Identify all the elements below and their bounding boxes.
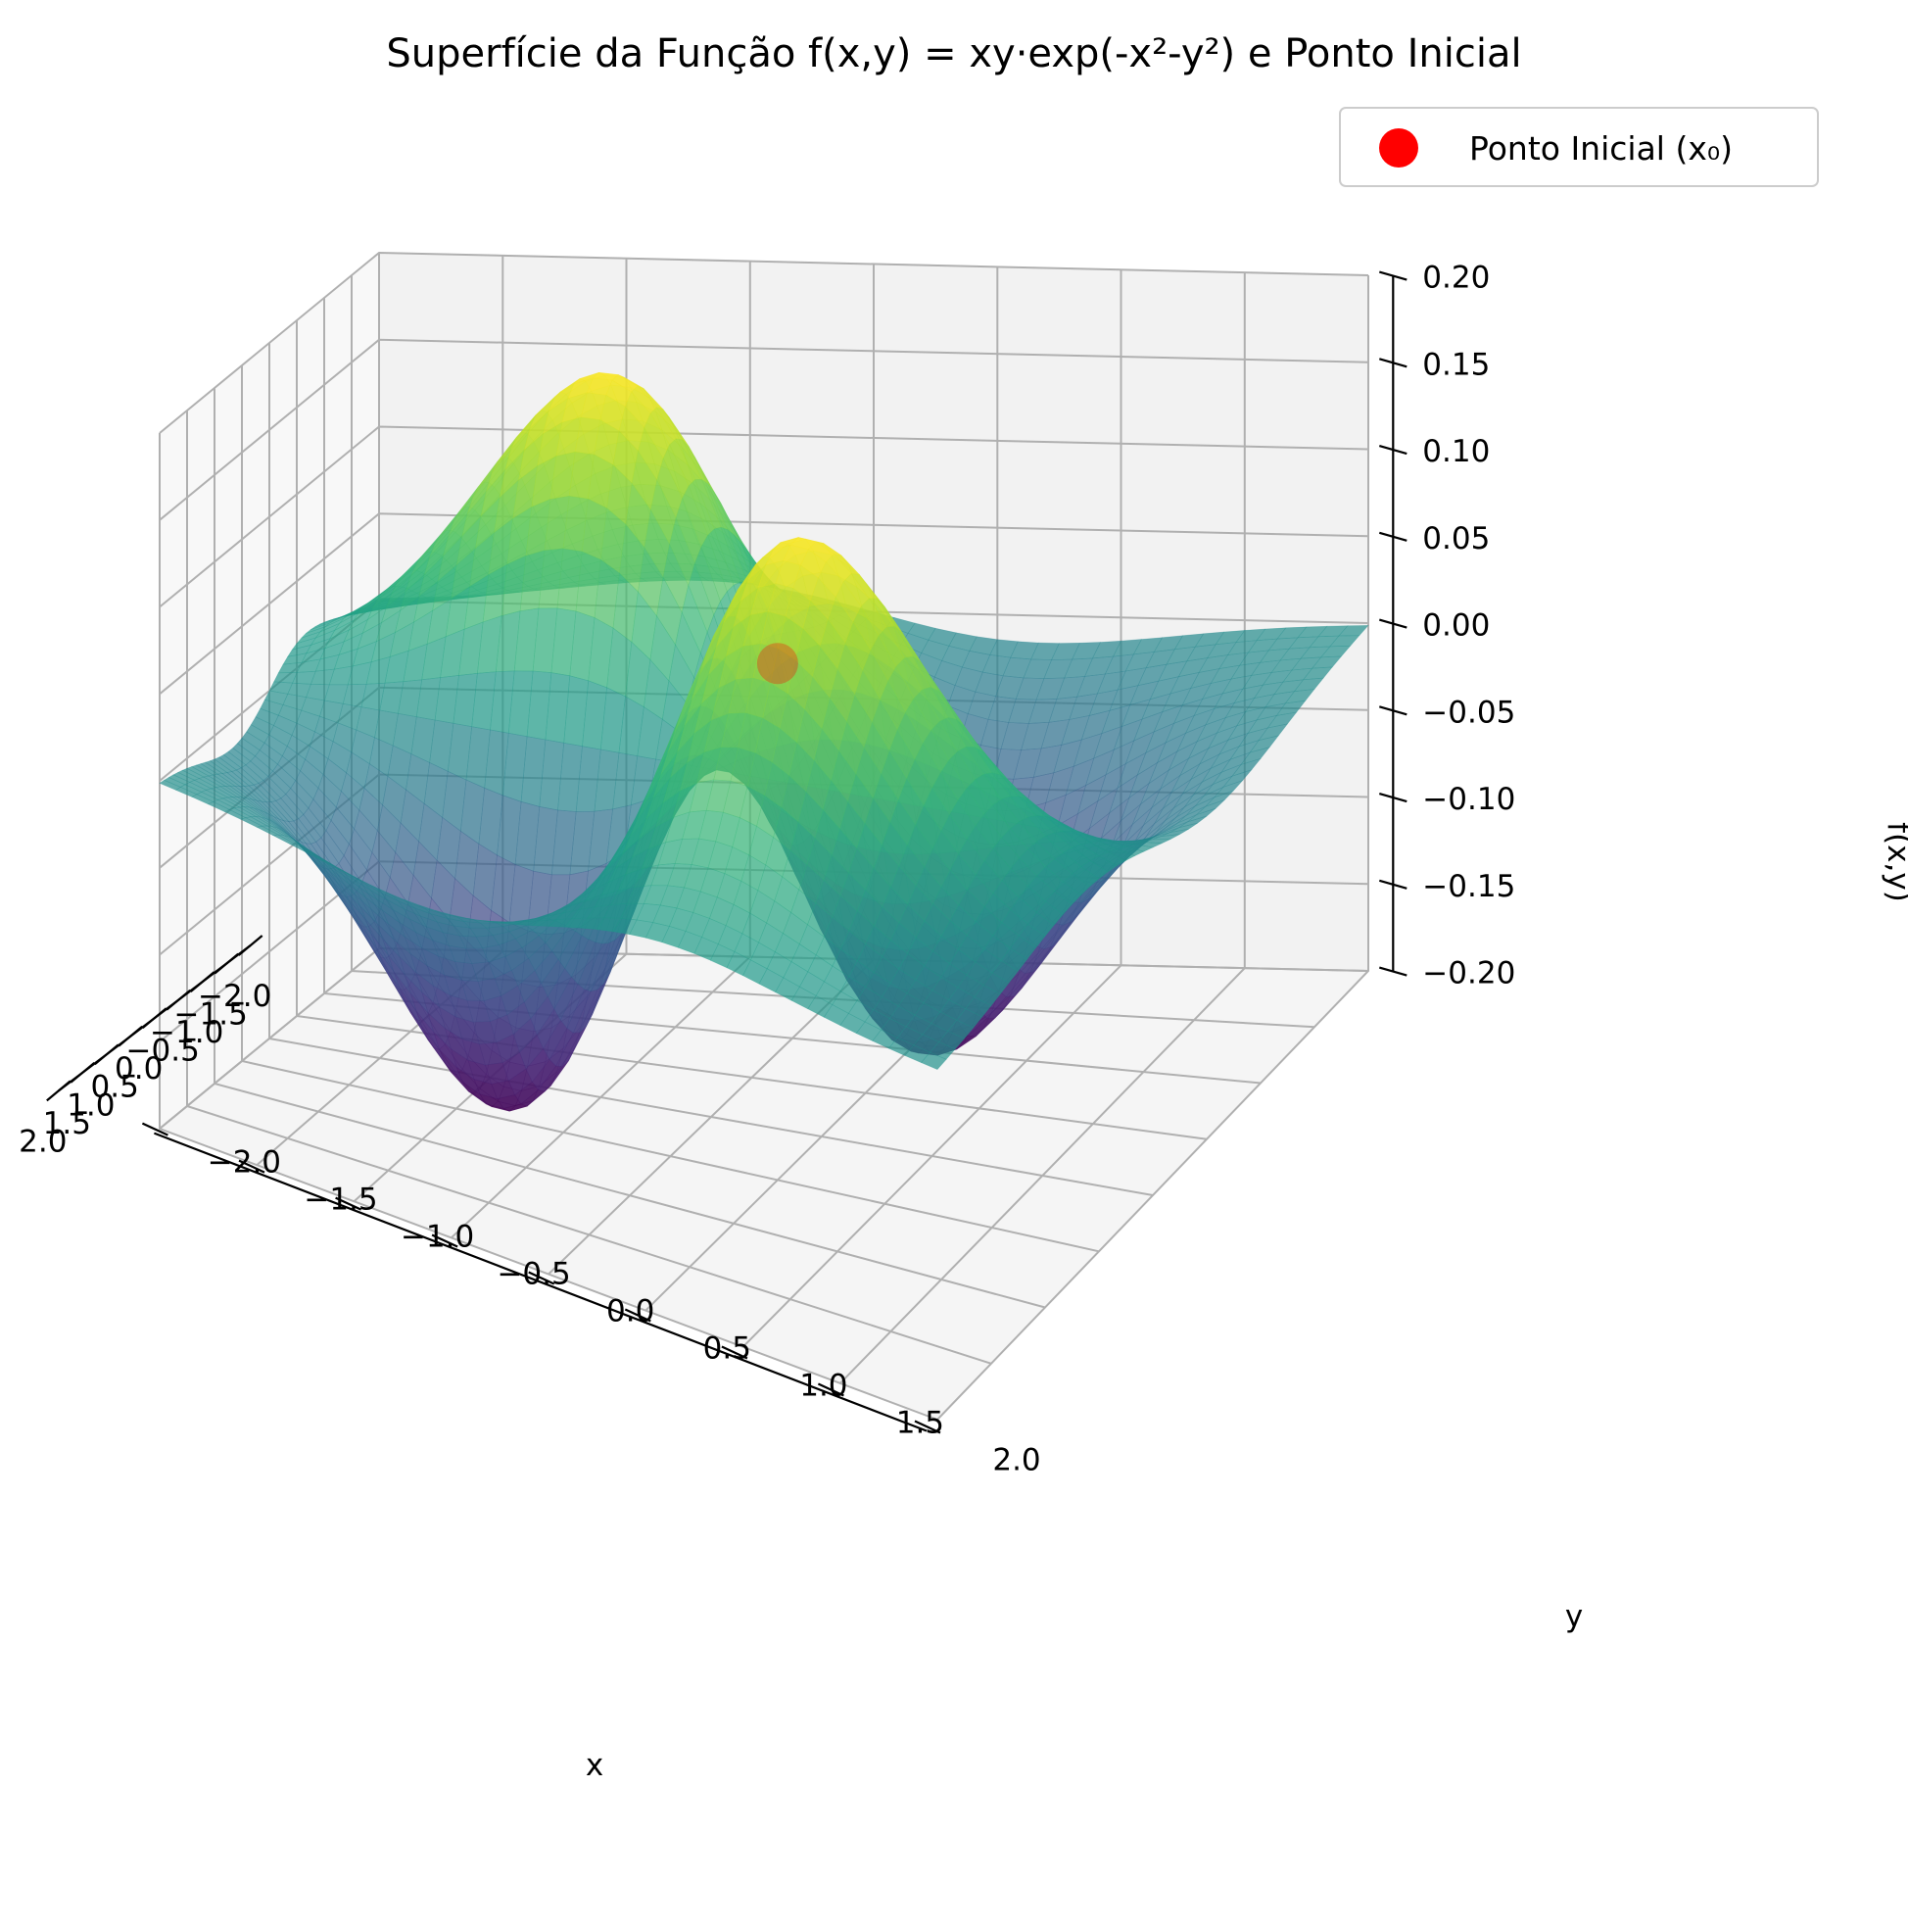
z-tick-mark — [1378, 966, 1407, 977]
x-tick-mark — [189, 971, 215, 992]
surface-facet — [921, 1051, 947, 1070]
x-tick-mark — [141, 1007, 167, 1030]
x-tick-label: −0.5 — [126, 1034, 200, 1069]
axis-lines — [46, 270, 1407, 1434]
chart-title: Superfície da Função f(x,y) = xy·exp(-x²… — [386, 31, 1521, 76]
surface-mesh — [159, 371, 1369, 1112]
y-tick-mark — [238, 1159, 265, 1174]
x-tick-mark — [94, 1043, 119, 1066]
legend-box — [1339, 107, 1819, 187]
x-tick-mark — [46, 1080, 72, 1102]
z-tick-mark — [1378, 793, 1407, 803]
y-tick-label: −0.5 — [497, 1257, 570, 1292]
y-tick-mark — [721, 1345, 748, 1360]
z-tick-label: −0.05 — [1422, 695, 1515, 730]
scatter-points — [756, 643, 798, 685]
z-tick-label: 0.15 — [1422, 347, 1490, 382]
z-tick-label: −0.15 — [1422, 869, 1515, 904]
z-tick-label: 0.10 — [1422, 434, 1490, 469]
initial-point-marker — [756, 643, 798, 685]
y-tick-label: −1.5 — [304, 1183, 377, 1218]
legend: Ponto Inicial (x₀) — [1339, 107, 1819, 187]
tick-labels: −2.0−1.5−1.0−0.50.00.51.01.52.0−2.0−1.5−… — [19, 261, 1515, 1478]
grid-line-z — [159, 251, 1369, 434]
y-tick-mark — [141, 1122, 168, 1136]
z-tick-mark — [1378, 705, 1407, 716]
y-tick-mark — [914, 1420, 941, 1434]
z-axis-label: f(x,y) — [1881, 822, 1908, 902]
z-tick-label: 0.05 — [1422, 521, 1490, 556]
z-tick-mark — [1378, 531, 1407, 542]
z-tick-mark — [1378, 879, 1407, 890]
grid-line-z — [159, 338, 1369, 521]
y-tick-label: 0.5 — [703, 1331, 751, 1367]
y-tick-label: −2.0 — [208, 1145, 281, 1181]
z-tick-mark — [1378, 445, 1407, 456]
x-tick-label: 2.0 — [19, 1124, 67, 1159]
x-tick-label: −1.0 — [150, 1015, 223, 1050]
y-tick-mark — [624, 1308, 651, 1323]
x-tick-label: −2.0 — [198, 979, 271, 1014]
y-tick-label: −1.0 — [401, 1220, 474, 1255]
x-tick-mark — [166, 989, 191, 1011]
x-tick-mark — [118, 1025, 143, 1047]
x-tick-label: −1.5 — [174, 997, 248, 1033]
x-axis-label: x — [586, 1748, 603, 1783]
y-tick-label: 1.5 — [896, 1406, 944, 1441]
x-tick-mark — [70, 1061, 96, 1084]
x-tick-mark — [237, 935, 263, 956]
z-tick-mark — [1378, 618, 1407, 629]
x-tick-label: 0.0 — [115, 1051, 163, 1087]
x-tick-label: 0.5 — [91, 1070, 139, 1105]
y-tick-mark — [528, 1271, 555, 1285]
x-tick-label: 1.5 — [43, 1106, 91, 1141]
z-tick-label: 0.00 — [1422, 608, 1490, 644]
z-tick-label: −0.10 — [1422, 782, 1515, 817]
grid-line-z — [159, 425, 1369, 608]
x-tick-label: 1.0 — [67, 1087, 115, 1123]
x-tick-mark — [214, 952, 239, 975]
z-tick-label: −0.20 — [1422, 956, 1515, 991]
y-tick-mark — [817, 1382, 844, 1397]
y-axis-line — [154, 1132, 928, 1432]
y-tick-mark — [431, 1233, 458, 1248]
legend-marker — [1379, 128, 1418, 168]
z-tick-mark — [1378, 358, 1407, 368]
y-tick-mark — [335, 1196, 362, 1211]
y-tick-label: 0.0 — [606, 1294, 654, 1329]
z-tick-mark — [1378, 270, 1407, 281]
z-tick-label: 0.20 — [1422, 261, 1490, 296]
y-tick-label: 2.0 — [992, 1443, 1040, 1478]
y-tick-label: 1.0 — [799, 1369, 847, 1404]
y-axis-label: y — [1565, 1599, 1583, 1634]
legend-label: Ponto Inicial (x₀) — [1469, 129, 1733, 168]
grid-line-z — [159, 512, 1369, 696]
